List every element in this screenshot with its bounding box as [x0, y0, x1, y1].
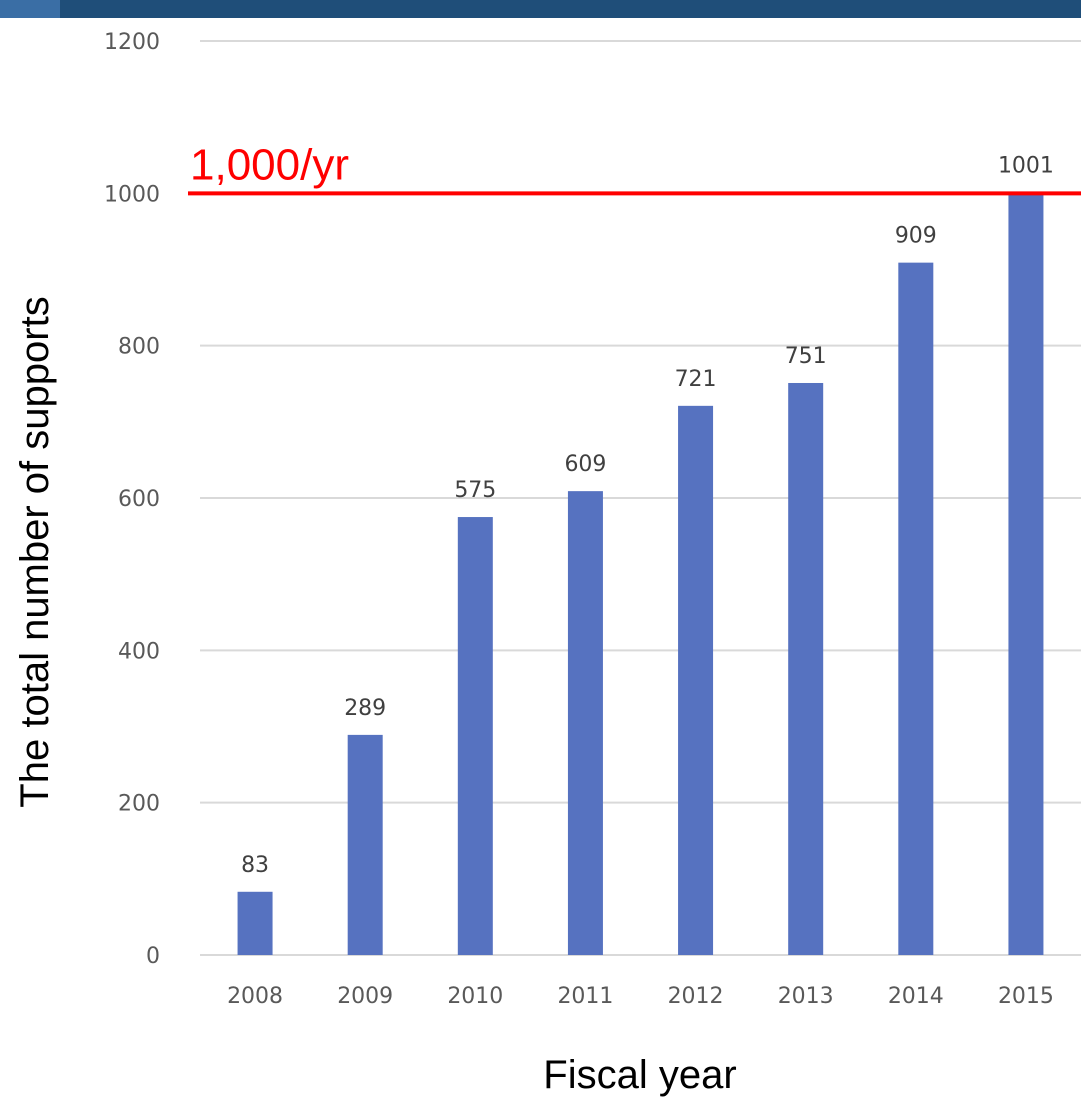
- y-tick-label: 800: [118, 335, 160, 360]
- header-banner: [0, 0, 1081, 18]
- x-tick-label: 2012: [668, 984, 724, 1009]
- y-tick-label: 0: [146, 944, 160, 969]
- x-tick-label: 2015: [998, 984, 1054, 1009]
- bars: [237, 192, 1044, 956]
- bar-2014: [898, 262, 934, 955]
- y-axis-title: The total number of supports: [13, 296, 57, 807]
- y-tick-label: 600: [118, 487, 160, 512]
- bar-2012: [678, 405, 714, 955]
- reference-line-label: 1,000/yr: [190, 140, 349, 189]
- bar-2013: [788, 382, 824, 955]
- bar-2015: [1008, 192, 1044, 956]
- y-tick-label: 400: [118, 639, 160, 664]
- y-tick-label: 1000: [104, 182, 160, 207]
- y-tick-label: 1200: [104, 30, 160, 55]
- y-tick-labels: 0 200 400 600 800 1000 1200: [104, 30, 160, 969]
- bar-2009: [347, 734, 383, 955]
- x-tick-labels: 2008 2009 2010 2011 2012 2013 2014 2015: [227, 984, 1054, 1009]
- bar-2008: [237, 891, 273, 955]
- reference-line-group: 1,000/yr: [188, 140, 1081, 196]
- bar-2011: [567, 491, 603, 955]
- x-axis-title: Fiscal year: [543, 1053, 736, 1097]
- data-labels: 83 289 575 609 721 751 909 1001: [241, 154, 1054, 878]
- data-label-2011: 609: [564, 452, 606, 477]
- x-tick-label: 2009: [337, 984, 393, 1009]
- x-tick-label: 2013: [778, 984, 834, 1009]
- header-banner-tab: [0, 0, 60, 18]
- data-label-2013: 751: [785, 344, 827, 369]
- data-label-2015: 1001: [998, 154, 1054, 179]
- data-label-2008: 83: [241, 853, 269, 878]
- x-tick-label: 2008: [227, 984, 283, 1009]
- data-label-2009: 289: [344, 696, 386, 721]
- x-tick-label: 2011: [557, 984, 613, 1009]
- y-tick-label: 200: [118, 792, 160, 817]
- bar-2010: [457, 517, 493, 955]
- data-label-2014: 909: [895, 224, 937, 249]
- data-label-2010: 575: [454, 478, 496, 503]
- data-label-2012: 721: [675, 367, 717, 392]
- x-tick-label: 2010: [447, 984, 503, 1009]
- x-tick-label: 2014: [888, 984, 944, 1009]
